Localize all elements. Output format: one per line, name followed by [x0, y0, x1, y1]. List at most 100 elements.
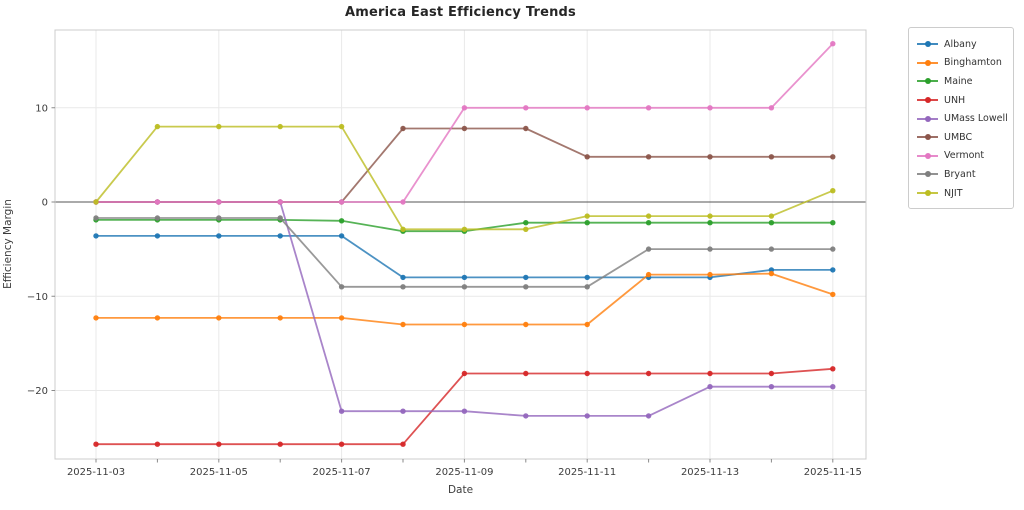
data-point-binghamton — [461, 321, 468, 328]
data-point-maine — [768, 220, 775, 226]
data-point-vermont — [707, 105, 713, 111]
legend-line-marker-icon — [917, 188, 938, 198]
legend-item-umass-lowell: UMass Lowell — [917, 109, 1008, 128]
data-point-maine — [584, 220, 590, 226]
legend-label: Bryant — [944, 168, 976, 180]
data-point-maine — [645, 220, 652, 226]
data-point-albany — [768, 267, 775, 273]
data-point-bryant — [830, 246, 836, 252]
data-point-binghamton — [645, 271, 652, 278]
data-point-unh — [338, 441, 345, 447]
data-point-albany — [461, 274, 468, 281]
data-point-maine — [707, 220, 713, 226]
data-point-albany — [830, 267, 836, 273]
legend-label: UMBC — [944, 131, 973, 143]
data-point-albany — [523, 274, 529, 281]
data-point-umass-lowell — [768, 384, 775, 390]
data-point-bryant — [461, 284, 468, 290]
data-point-unh — [216, 441, 222, 447]
data-point-njit — [461, 226, 468, 232]
data-point-binghamton — [400, 321, 406, 328]
legend-label: Binghamton — [944, 57, 1002, 69]
legend-label: Maine — [944, 75, 973, 87]
data-point-umbc — [461, 125, 468, 132]
legend-line-marker-icon — [917, 39, 938, 49]
data-point-njit — [584, 213, 590, 219]
x-tick-label: 2025-11-05 — [190, 467, 248, 478]
legend-item-albany: Albany — [917, 35, 1005, 54]
legend-item-unh: UNH — [917, 91, 1005, 110]
data-point-maine — [523, 220, 529, 226]
data-point-umass-lowell — [461, 408, 468, 414]
data-point-bryant — [584, 284, 590, 290]
data-point-maine — [338, 218, 345, 224]
y-axis-label: Efficiency Margin — [2, 199, 14, 289]
x-tick-label: 2025-11-15 — [804, 467, 862, 478]
data-point-vermont — [400, 199, 406, 205]
data-point-albany — [400, 274, 406, 281]
data-point-bryant — [400, 284, 406, 290]
data-point-unh — [93, 441, 99, 447]
legend-line-marker-icon — [917, 169, 938, 179]
legend-item-maine: Maine — [917, 72, 1005, 91]
data-point-binghamton — [523, 321, 529, 328]
data-point-umass-lowell — [523, 413, 529, 419]
x-axis-label: Date — [447, 484, 474, 496]
data-point-umbc — [645, 154, 652, 160]
data-point-bryant — [93, 215, 99, 221]
data-point-bryant — [707, 246, 713, 252]
data-point-vermont — [216, 199, 222, 205]
chart-title: America East Efficiency Trends — [345, 5, 576, 20]
data-point-njit — [338, 123, 345, 130]
data-point-albany — [277, 233, 283, 239]
data-point-unh — [277, 441, 283, 447]
data-point-binghamton — [707, 271, 713, 278]
data-point-umass-lowell — [400, 408, 406, 414]
data-point-njit — [768, 213, 775, 219]
data-point-binghamton — [584, 321, 590, 328]
data-point-umass-lowell — [830, 384, 836, 390]
data-point-maine — [830, 220, 836, 226]
data-point-binghamton — [93, 315, 99, 321]
data-point-binghamton — [277, 315, 283, 321]
data-point-bryant — [216, 215, 222, 221]
data-point-vermont — [584, 105, 590, 111]
data-point-umbc — [400, 125, 406, 132]
legend-item-njit: NJIT — [917, 184, 1005, 203]
data-point-unh — [154, 441, 161, 447]
data-point-unh — [645, 370, 652, 377]
data-point-unh — [461, 370, 468, 377]
data-point-vermont — [523, 105, 529, 111]
x-tick-label: 2025-11-07 — [313, 467, 371, 478]
data-point-albany — [338, 233, 345, 239]
legend-item-vermont: Vermont — [917, 147, 1005, 166]
data-point-njit — [830, 188, 836, 194]
data-point-vermont — [338, 199, 345, 205]
legend: Albany Binghamton Maine UNH UMass Lowell UMBC… — [908, 27, 1014, 210]
data-point-bryant — [338, 284, 345, 290]
data-point-binghamton — [830, 291, 836, 298]
data-point-vermont — [768, 105, 775, 111]
data-point-unh — [768, 370, 775, 377]
legend-line-marker-icon — [917, 76, 938, 86]
x-tick-label: 2025-11-09 — [435, 467, 493, 478]
legend-label: NJIT — [944, 187, 963, 199]
data-point-vermont — [461, 105, 468, 111]
data-point-njit — [93, 199, 99, 205]
data-point-bryant — [768, 246, 775, 252]
y-tick-label: 0 — [42, 198, 48, 209]
data-point-umbc — [584, 154, 590, 160]
data-point-njit — [277, 123, 283, 130]
legend-line-marker-icon — [917, 132, 938, 142]
data-point-vermont — [645, 105, 652, 111]
data-point-njit — [707, 213, 713, 219]
data-point-njit — [645, 213, 652, 219]
legend-line-marker-icon — [917, 151, 938, 161]
plot-border — [54, 29, 867, 460]
data-point-unh — [830, 366, 836, 372]
data-point-bryant — [277, 215, 283, 221]
data-point-albany — [93, 233, 99, 239]
legend-label: UMass Lowell — [944, 113, 1008, 125]
data-point-vermont — [277, 199, 283, 205]
